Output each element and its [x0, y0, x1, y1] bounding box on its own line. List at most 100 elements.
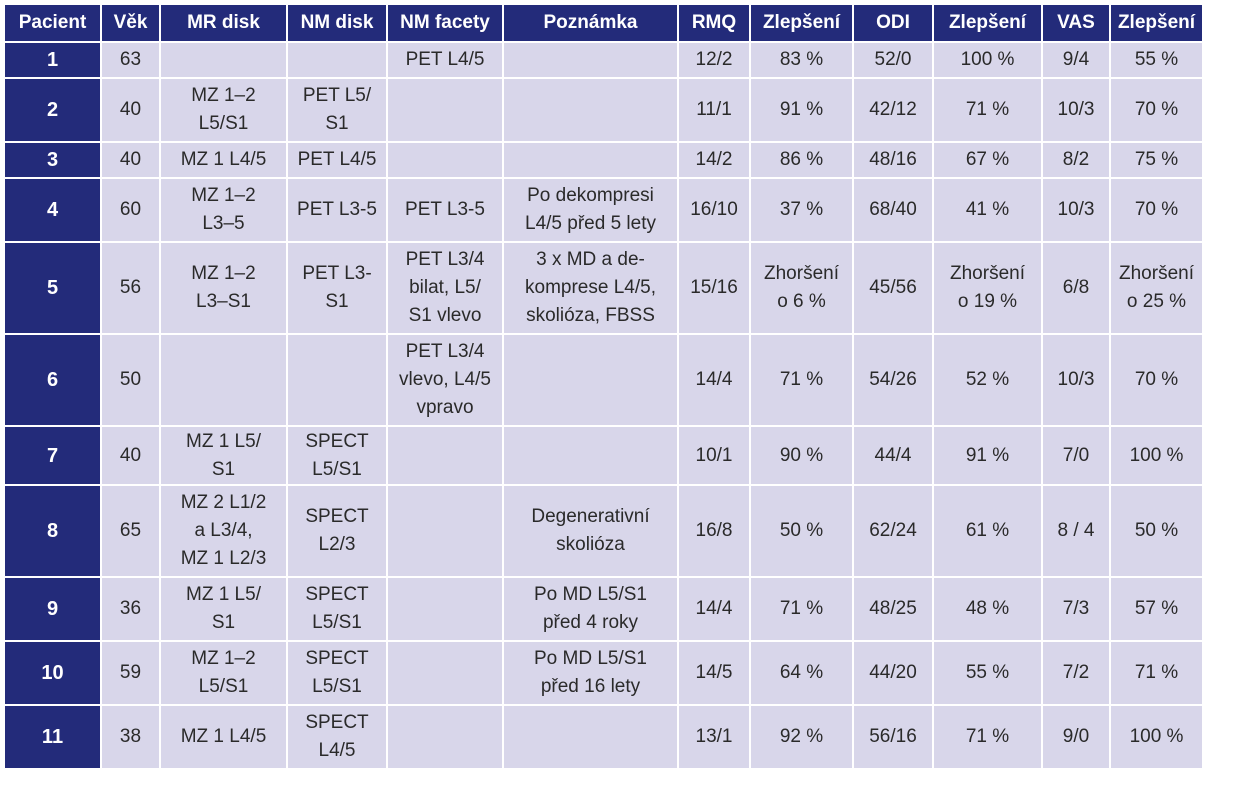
cell-text: 48 % [965, 598, 1010, 619]
cell-text: 71 % [779, 369, 824, 390]
cell-text: PET L3/4 [405, 249, 485, 270]
cell-text: 8/2 [1062, 149, 1090, 170]
cell-text: 4 [46, 199, 59, 221]
header-pacient: Pacient [5, 5, 100, 41]
header-poznamka: Poznámka [504, 5, 677, 41]
table-row: 1 63 PET L4/5 12/2 83 % 52/0 100 % 9/4 55 % [5, 43, 1202, 77]
cell-text: a L3/4, [194, 520, 253, 541]
cell-nm-disk: SPECT L5/S1 [288, 578, 386, 640]
cell-text: bilat, L5/ [409, 277, 481, 298]
cell-text: 100 % [1129, 726, 1184, 747]
table-row: 10 59 MZ 1–2 L5/S1 SPECT L5/S1 Po MD L5/S1 před… [5, 642, 1202, 704]
cell-patient-id: 3 [5, 143, 100, 177]
cell-text: před 4 roky [542, 612, 639, 633]
cell-text: před 16 lety [540, 676, 641, 697]
cell-text: Degenerativní [531, 506, 650, 527]
cell-text: 1 [46, 49, 59, 71]
cell-age: 63 [102, 43, 159, 77]
cell-age: 40 [102, 79, 159, 141]
cell-poznamka: Degenerativní skolióza [504, 486, 677, 576]
cell-odi-improvement: 52 % [934, 335, 1041, 425]
cell-text: 16/8 [695, 520, 733, 541]
header-vek: Věk [102, 5, 159, 41]
cell-rmq-improvement: 64 % [751, 642, 852, 704]
cell-poznamka [504, 79, 677, 141]
cell-age: 65 [102, 486, 159, 576]
cell-poznamka: 3 x MD a de-komprese L4/5, skolióza, FBSS [504, 243, 677, 333]
cell-text: L5/S1 [312, 676, 362, 697]
cell-text: MZ 1 L5/ [186, 584, 261, 605]
cell-vas-improvement: 70 % [1111, 79, 1202, 141]
cell-text: 57 % [1134, 598, 1179, 619]
cell-text: S1 [325, 291, 349, 312]
header-mr-disk: MR disk [161, 5, 286, 41]
cell-nm-facety [388, 706, 502, 768]
cell-text: MZ 1–2 [191, 263, 256, 284]
cell-text: MZ 1 L4/5 [180, 726, 267, 747]
cell-rmq: 14/5 [679, 642, 749, 704]
cell-odi: 56/16 [854, 706, 932, 768]
cell-text: 54/26 [869, 369, 917, 390]
cell-patient-id: 2 [5, 79, 100, 141]
cell-text: 7/2 [1062, 662, 1090, 683]
cell-text: 75 % [1134, 149, 1179, 170]
cell-text: 3 x MD a de- [536, 249, 645, 270]
cell-age: 38 [102, 706, 159, 768]
cell-odi-improvement: 100 % [934, 43, 1041, 77]
cell-odi-improvement: 71 % [934, 79, 1041, 141]
cell-nm-disk: PET L3-5 [288, 179, 386, 241]
cell-rmq-improvement: 71 % [751, 335, 852, 425]
cell-odi-improvement: 71 % [934, 706, 1041, 768]
cell-text: 8 [46, 520, 59, 542]
cell-nm-disk: PET L5/S1 [288, 79, 386, 141]
cell-text: skolióza [556, 534, 625, 555]
cell-text: PET L4/5 [405, 49, 485, 70]
cell-text: 9/4 [1062, 49, 1090, 70]
cell-vas-improvement: 75 % [1111, 143, 1202, 177]
cell-text: 71 % [965, 99, 1010, 120]
cell-mr-disk: MZ 1 L4/5 [161, 143, 286, 177]
cell-text: 45/56 [869, 277, 917, 298]
cell-mr-disk [161, 43, 286, 77]
cell-text: L4/5 [318, 740, 356, 761]
cell-vas-improvement: 100 % [1111, 427, 1202, 484]
cell-text: vlevo, L4/5 [399, 369, 491, 390]
cell-text: PET L3/4 [405, 341, 485, 362]
cell-text: 52/0 [874, 49, 912, 70]
table-row: 7 40 MZ 1 L5/S1 SPECT L5/S1 10/1 90 % 44/4 91 % 7… [5, 427, 1202, 484]
cell-rmq-improvement: Zhoršení o 6 % [751, 243, 852, 333]
cell-odi: 54/26 [854, 335, 932, 425]
cell-vas: 7/2 [1043, 642, 1109, 704]
cell-odi: 48/25 [854, 578, 932, 640]
cell-vas-improvement: 70 % [1111, 179, 1202, 241]
cell-nm-disk: PET L4/5 [288, 143, 386, 177]
cell-age: 56 [102, 243, 159, 333]
cell-nm-disk: PET L3- S1 [288, 243, 386, 333]
cell-mr-disk: MZ 1–2 L3–5 [161, 179, 286, 241]
cell-poznamka [504, 706, 677, 768]
cell-text: 6/8 [1062, 277, 1090, 298]
cell-odi-improvement: 61 % [934, 486, 1041, 576]
cell-text: 5 [46, 277, 59, 299]
cell-nm-facety [388, 642, 502, 704]
cell-mr-disk: MZ 1 L5/S1 [161, 578, 286, 640]
header-rmq: RMQ [679, 5, 749, 41]
cell-text: 2 [46, 99, 59, 121]
cell-text: o 6 % [777, 291, 826, 312]
cell-nm-disk [288, 335, 386, 425]
cell-text: 36 [119, 598, 142, 619]
cell-text: 37 % [779, 199, 824, 220]
cell-patient-id: 5 [5, 243, 100, 333]
cell-text: MZ 1 L4/5 [180, 149, 267, 170]
cell-rmq-improvement: 91 % [751, 79, 852, 141]
cell-text: 67 % [965, 149, 1010, 170]
cell-vas: 6/8 [1043, 243, 1109, 333]
cell-text: 11 [41, 726, 64, 748]
cell-text: vpravo [416, 397, 474, 418]
cell-text: 9 [46, 598, 59, 620]
cell-patient-id: 6 [5, 335, 100, 425]
cell-odi: 42/12 [854, 79, 932, 141]
cell-vas: 9/0 [1043, 706, 1109, 768]
cell-text: MZ 1–2 [191, 185, 256, 206]
cell-text: L5/S1 [198, 113, 249, 134]
